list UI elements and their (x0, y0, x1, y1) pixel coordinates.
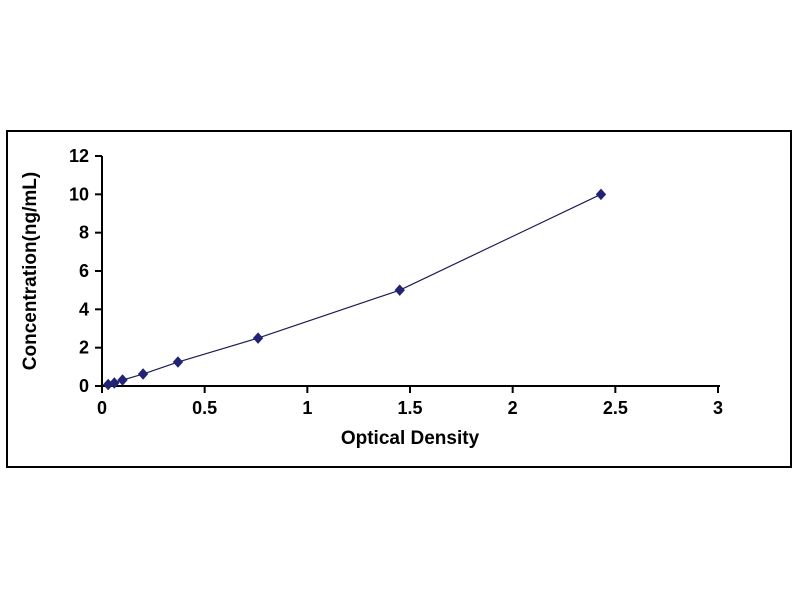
y-tick-label: 10 (69, 184, 89, 204)
y-axis-label: Concentration(ng/mL) (20, 172, 41, 370)
series-line (108, 193, 602, 386)
x-axis-label: Optical Density (341, 428, 480, 449)
x-tick-label: 3 (713, 398, 723, 418)
data-point-marker (117, 374, 128, 386)
data-point-marker (252, 332, 264, 344)
y-tick-label: 12 (69, 146, 89, 166)
y-tick-label: 2 (79, 338, 89, 358)
x-tick-label: 2.5 (603, 398, 628, 418)
data-point-marker (394, 284, 405, 296)
data-point-marker (595, 188, 607, 201)
x-tick-label: 0 (97, 398, 107, 418)
x-tick-label: 0.5 (192, 398, 217, 418)
y-tick-label: 8 (79, 223, 89, 243)
x-tick-label: 1 (302, 398, 312, 418)
y-tick-label: 6 (79, 261, 89, 281)
y-tick-label: 4 (79, 299, 89, 319)
x-tick-label: 1.5 (397, 398, 422, 418)
x-tick-label: 2 (508, 398, 518, 418)
data-point-marker (137, 368, 149, 380)
y-tick-label: 0 (79, 376, 89, 396)
data-point-marker (172, 356, 184, 368)
chart-frame: Optical Density Concentration(ng/mL) 0 0.… (6, 130, 792, 468)
standard-curve-chart: Optical Density Concentration(ng/mL) 0 0.… (20, 146, 723, 449)
data-point-marker (109, 377, 120, 389)
